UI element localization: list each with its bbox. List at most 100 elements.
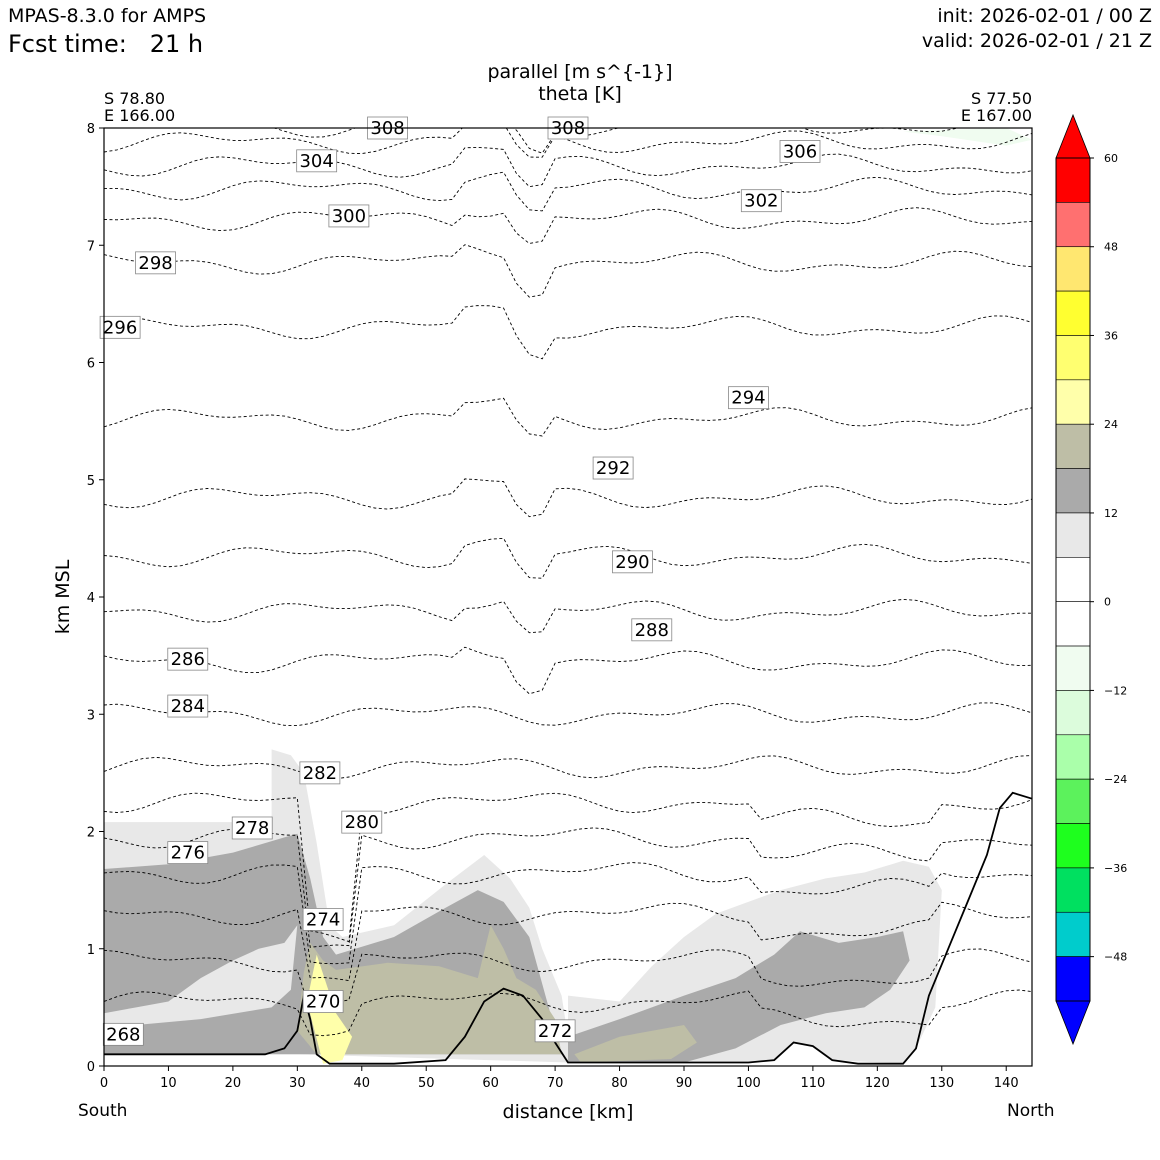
theta-label: 286 bbox=[167, 647, 209, 671]
chart-subtitle: theta [K] bbox=[538, 83, 622, 105]
y-tick-label: 8 bbox=[87, 122, 95, 137]
theta-label: 296 bbox=[99, 315, 141, 339]
theta-label: 274 bbox=[302, 908, 344, 931]
colorbar-bin bbox=[1055, 778, 1091, 824]
theta-label-box bbox=[592, 456, 634, 480]
colorbar-bin bbox=[1055, 157, 1091, 203]
theta-label-box bbox=[779, 140, 821, 163]
y-tick-label: 2 bbox=[87, 826, 95, 841]
colorbar-bin bbox=[1055, 512, 1091, 558]
y-tick-label: 4 bbox=[87, 591, 95, 606]
theta-isentrope bbox=[104, 171, 1032, 212]
theta-label-box bbox=[167, 841, 209, 865]
theta-isentrope bbox=[104, 702, 1032, 727]
theta-isentrope bbox=[104, 128, 1032, 158]
theta-label: 298 bbox=[135, 251, 176, 275]
theta-label-box bbox=[231, 816, 273, 840]
left-endpoint-lat: S 78.80 bbox=[104, 89, 166, 108]
x-tick-label: 10 bbox=[160, 1076, 177, 1091]
theta-label-box bbox=[302, 990, 344, 1013]
theta-label-box bbox=[296, 149, 338, 173]
valid-time: valid: 2026-02-01 / 21 Z bbox=[921, 30, 1152, 52]
y-tick-label: 5 bbox=[87, 474, 95, 489]
colorbar-bin bbox=[1055, 202, 1091, 248]
colorbar-frame bbox=[1055, 157, 1091, 1002]
theta-isentrope bbox=[104, 244, 1032, 298]
theta-label-text: 290 bbox=[615, 552, 649, 573]
theta-isentrope bbox=[104, 989, 1032, 1037]
theta-label: 306 bbox=[779, 140, 821, 163]
colorbar-bin bbox=[1055, 734, 1091, 780]
fill-band-18-24-east bbox=[574, 1025, 697, 1063]
theta-label: 302 bbox=[740, 189, 782, 213]
theta-isentrope bbox=[104, 646, 1032, 695]
x-tick-label: 40 bbox=[354, 1076, 371, 1091]
forecast-time-label: Fcst time: bbox=[8, 30, 127, 58]
y-tick-label: 0 bbox=[87, 1060, 95, 1075]
theta-label: 278 bbox=[231, 816, 273, 840]
theta-label: 290 bbox=[612, 550, 653, 574]
y-tick-label: 6 bbox=[87, 357, 95, 372]
right-endpoint-lon: E 167.00 bbox=[960, 106, 1032, 125]
theta-label-text: 270 bbox=[306, 992, 340, 1013]
theta-label-text: 304 bbox=[299, 151, 333, 172]
axes: 0 10 20 30 40 50 60 70 80 90 100 110 120 130 140 0 1 2 3 4 5… bbox=[52, 122, 1019, 1123]
theta-label: 300 bbox=[328, 204, 370, 228]
forecast-time-value: 21 h bbox=[149, 30, 204, 58]
colorbar-tick-label: −24 bbox=[1104, 773, 1127, 786]
y-tick-label: 7 bbox=[87, 239, 95, 254]
theta-isentrope bbox=[104, 207, 1032, 244]
theta-label: 272 bbox=[534, 1019, 576, 1043]
y-tick-label: 1 bbox=[87, 943, 95, 958]
x-tick-label: 100 bbox=[736, 1076, 761, 1091]
theta-label-text: 300 bbox=[332, 206, 366, 227]
theta-label-text: 272 bbox=[538, 1021, 572, 1042]
theta-isentrope bbox=[104, 478, 1032, 518]
colorbar-tick-label: 48 bbox=[1104, 241, 1118, 254]
x-tick-label: 0 bbox=[100, 1076, 108, 1091]
colorbar-tick-label: −48 bbox=[1104, 951, 1127, 964]
theta-label-text: 288 bbox=[635, 620, 669, 641]
x-tick-label: 70 bbox=[547, 1076, 564, 1091]
colorbar-bin bbox=[1055, 379, 1091, 425]
fill-band-18-24-west bbox=[297, 925, 562, 1055]
theta-label-text: 294 bbox=[731, 388, 765, 409]
theta-isentrope bbox=[104, 598, 1032, 634]
theta-label: 284 bbox=[167, 694, 209, 718]
x-tick-label: 20 bbox=[225, 1076, 242, 1091]
forecast-time: Fcst time: 21 h bbox=[8, 30, 203, 58]
theta-label-text: 284 bbox=[171, 696, 205, 717]
theta-label-text: 292 bbox=[596, 458, 630, 479]
theta-label-text: 286 bbox=[171, 649, 205, 670]
left-endpoint-lon: E 166.00 bbox=[104, 106, 176, 125]
theta-label-box bbox=[135, 251, 176, 275]
theta-label-text: 298 bbox=[138, 253, 172, 274]
colorbar-bin bbox=[1055, 690, 1091, 736]
colorbar-over-arrow bbox=[1055, 113, 1091, 159]
theta-label-box bbox=[328, 204, 370, 228]
x-tick-label: 30 bbox=[289, 1076, 306, 1091]
y-tick-label: 3 bbox=[87, 708, 95, 723]
theta-label-box bbox=[99, 315, 141, 339]
theta-label-text: 282 bbox=[303, 763, 337, 784]
theta-label-text: 274 bbox=[306, 909, 340, 930]
fill-band-6-12-inner bbox=[104, 925, 298, 1025]
colorbar: 60 48 36 24 12 0 −12 −24 −36 −48 bbox=[1055, 113, 1127, 1046]
theta-label-box bbox=[167, 647, 209, 671]
theta-label: 294 bbox=[728, 386, 769, 410]
theta-label-box bbox=[302, 908, 344, 931]
colorbar-bin bbox=[1055, 911, 1091, 957]
theta-label-text: 302 bbox=[744, 191, 778, 212]
theta-label: 282 bbox=[299, 761, 341, 785]
theta-isentrope bbox=[104, 901, 1032, 982]
init-time: init: 2026-02-01 / 00 Z bbox=[937, 5, 1152, 27]
theta-isentrope bbox=[104, 397, 1032, 437]
colorbar-tick-label: 24 bbox=[1104, 418, 1118, 431]
colorbar-bin bbox=[1055, 867, 1091, 913]
y-axis-label: km MSL bbox=[52, 559, 74, 634]
theta-label-box bbox=[102, 1022, 144, 1046]
colorbar-tick-label: 12 bbox=[1104, 507, 1118, 520]
theta-label-text: 280 bbox=[345, 812, 379, 833]
x-tick-label: 80 bbox=[611, 1076, 628, 1091]
x-tick-label: 110 bbox=[800, 1076, 825, 1091]
